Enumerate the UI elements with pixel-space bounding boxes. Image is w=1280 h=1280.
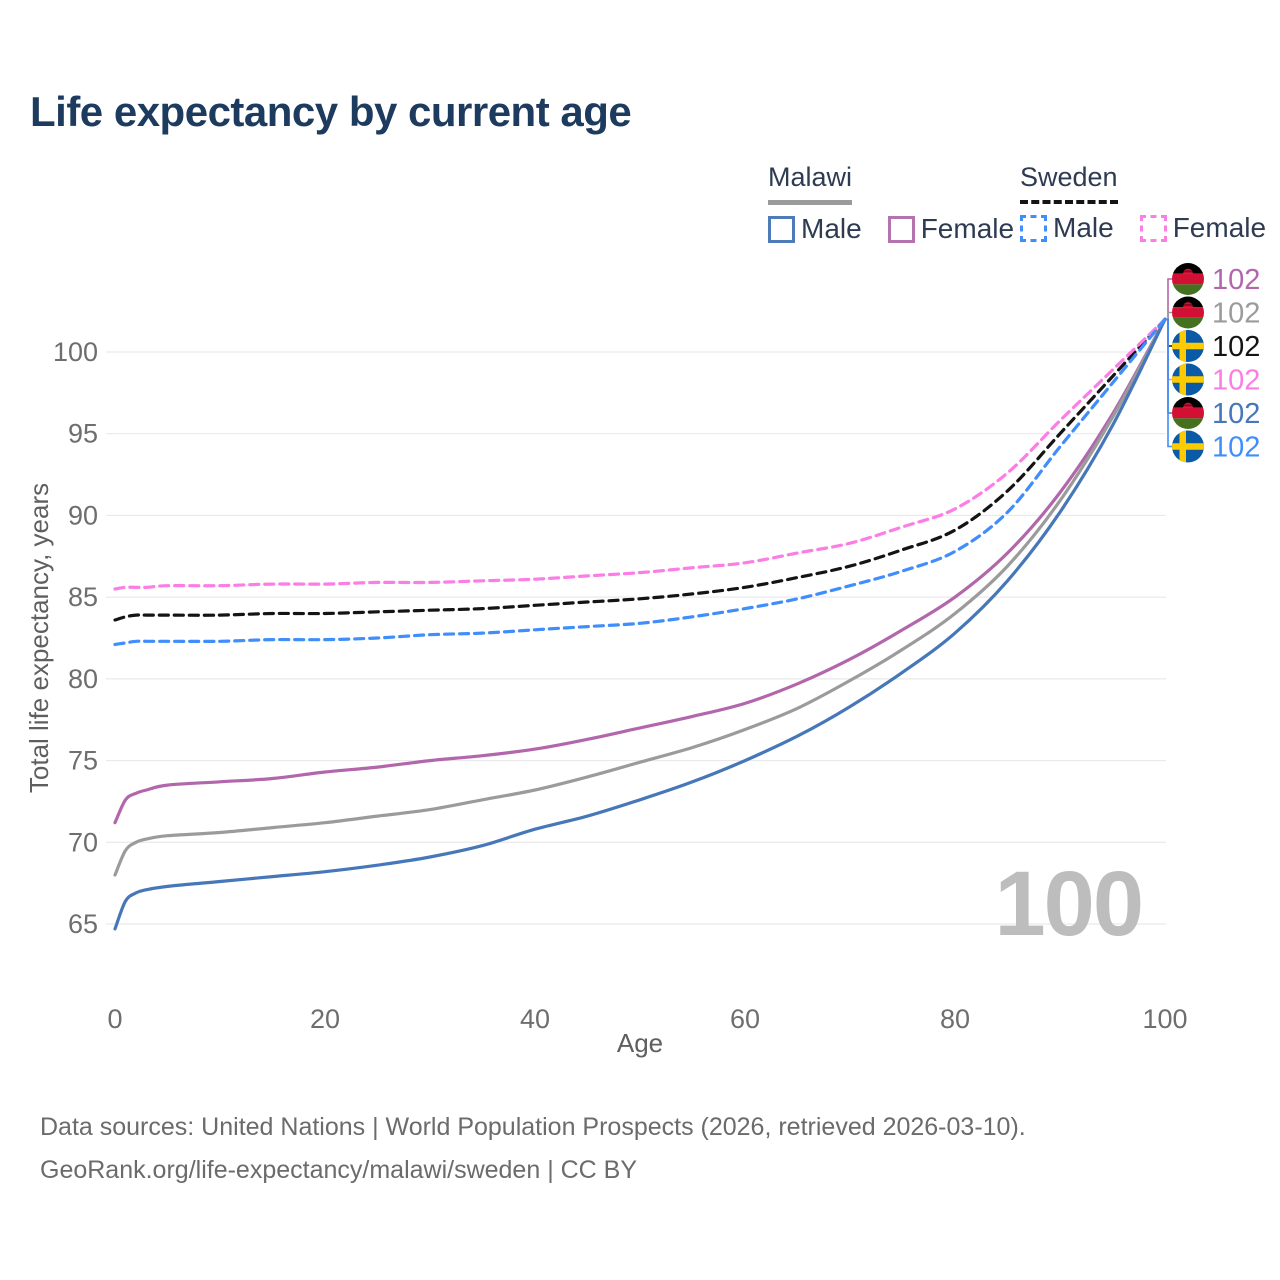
chart-title: Life expectancy by current age bbox=[30, 88, 632, 135]
x-tick-label-60: 60 bbox=[730, 1004, 760, 1034]
legend-swatch-malawi-female bbox=[887, 215, 915, 243]
flag-icon-malawi bbox=[1172, 397, 1204, 429]
series-line-malawi-male bbox=[113, 317, 1167, 931]
legend-group-title-malawi: Malawi bbox=[768, 162, 853, 205]
x-tick-label-0: 0 bbox=[107, 1004, 122, 1034]
flag-icon-malawi bbox=[1172, 263, 1204, 295]
y-tick-label-70: 70 bbox=[68, 827, 98, 857]
end-value-label-sweden-both-sexes: 102 bbox=[1212, 331, 1260, 363]
end-value-label-malawi-both-sexes: 102 bbox=[1212, 298, 1260, 330]
series-connector-sweden-male bbox=[1165, 318, 1172, 448]
x-tick-label-20: 20 bbox=[310, 1004, 340, 1034]
legend-group-sweden: Sweden Male Female bbox=[1020, 162, 1280, 244]
legend-label-sweden-female: Female bbox=[1172, 212, 1267, 243]
legend-group-title-sweden: Sweden bbox=[1020, 162, 1118, 204]
y-axis-label: Total life expectancy, years bbox=[24, 483, 54, 793]
footer: Data sources: United Nations | World Pop… bbox=[40, 1106, 1026, 1192]
y-tick-label-65: 65 bbox=[68, 909, 98, 939]
y-tick-label-90: 90 bbox=[68, 500, 98, 530]
legend-swatch-sweden-female bbox=[1139, 214, 1167, 242]
footer-attribution: GeoRank.org/life-expectancy/malawi/swede… bbox=[40, 1156, 638, 1184]
flag-icon-sweden bbox=[1172, 363, 1204, 396]
y-tick-label-100: 100 bbox=[53, 337, 98, 367]
flag-icon-sweden bbox=[1172, 430, 1204, 463]
end-value-label-malawi-female: 102 bbox=[1212, 264, 1260, 296]
series-line-malawi-both-sexes bbox=[113, 317, 1167, 877]
legend-swatch-malawi-male bbox=[768, 215, 795, 243]
end-value-label-sweden-male: 102 bbox=[1212, 432, 1260, 464]
y-tick-label-95: 95 bbox=[68, 419, 98, 449]
y-tick-label-85: 85 bbox=[68, 582, 98, 612]
x-axis-label: Age bbox=[617, 1028, 663, 1058]
gridlines bbox=[106, 351, 1166, 925]
x-tick-label-100: 100 bbox=[1142, 1004, 1187, 1034]
flag-icon-sweden bbox=[1172, 330, 1204, 362]
footer-data-sources: Data sources: United Nations | World Pop… bbox=[40, 1113, 1026, 1141]
age-counter-watermark: 100 bbox=[994, 853, 1144, 955]
legend-swatch-sweden-male bbox=[1020, 214, 1047, 242]
series-line-sweden-male bbox=[113, 317, 1167, 647]
y-tick-label-80: 80 bbox=[68, 664, 98, 694]
x-tick-label-40: 40 bbox=[520, 1004, 550, 1034]
flag-icon-malawi bbox=[1172, 296, 1204, 329]
series-line-malawi-female bbox=[113, 317, 1167, 825]
series-line-sweden-female bbox=[113, 317, 1167, 591]
x-tick-label-80: 80 bbox=[940, 1004, 970, 1034]
legend-label-sweden-male: Male bbox=[1053, 212, 1114, 243]
legend-label-malawi-male: Male bbox=[801, 213, 862, 244]
end-value-label-malawi-male: 102 bbox=[1212, 398, 1260, 430]
legend-label-malawi-female: Female bbox=[920, 213, 1015, 244]
legend-group-malawi: Malawi Male Female bbox=[768, 162, 1040, 245]
y-tick-label-75: 75 bbox=[68, 746, 98, 776]
end-value-label-sweden-female: 102 bbox=[1212, 365, 1260, 397]
series-line-sweden-both-sexes bbox=[113, 317, 1167, 622]
